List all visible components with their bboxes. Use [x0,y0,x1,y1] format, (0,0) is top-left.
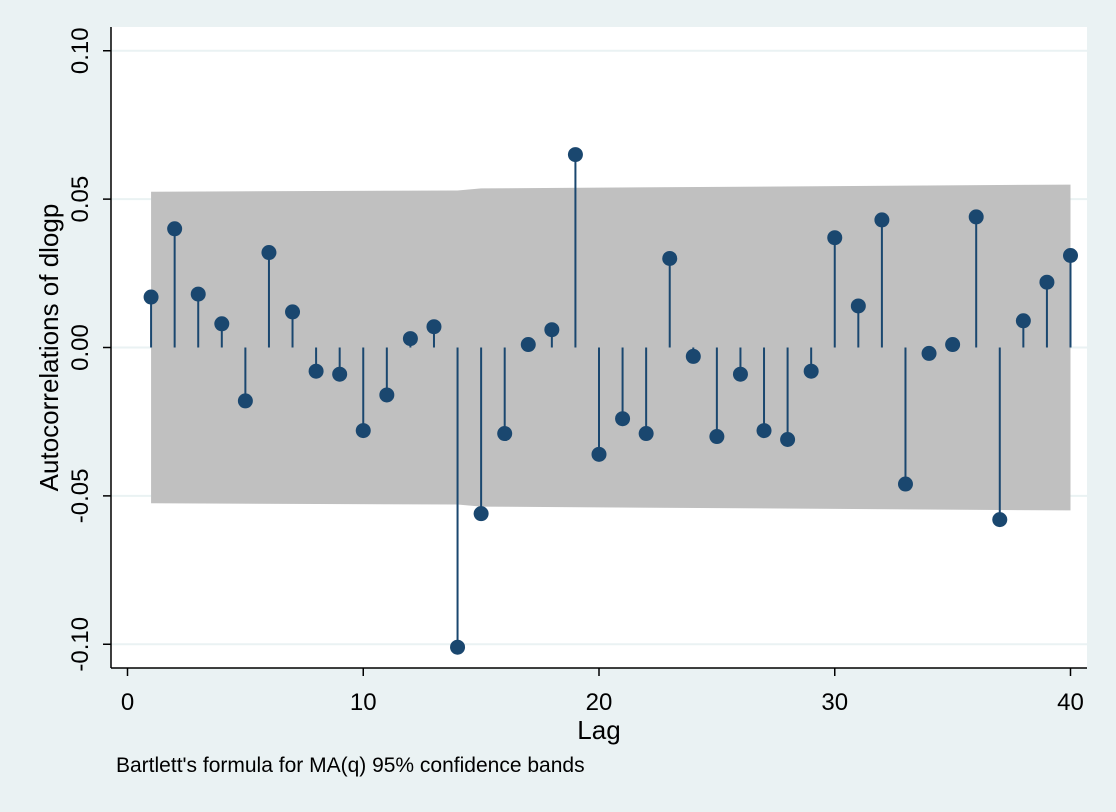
y-tick-label-1: -0.05 [67,469,94,524]
stems [150,154,1072,648]
marker-lag-29 [803,363,819,379]
marker-lag-14 [450,639,466,655]
marker-lag-25 [709,429,725,445]
marker-lag-7 [285,304,301,320]
x-tick-label-3: 30 [821,689,848,716]
marker-lag-1 [143,289,159,305]
marker-lag-40 [1062,248,1078,264]
marker-lag-16 [497,426,513,442]
marker-lag-9 [332,366,348,382]
marker-lag-28 [780,431,796,447]
marker-lag-38 [1015,313,1031,329]
marker-lag-17 [520,337,536,353]
marker-lag-12 [402,331,418,347]
chart-note: Bartlett's formula for MA(q) 95% confide… [116,754,585,777]
marker-lag-6 [261,245,277,261]
marker-lag-18 [544,322,560,338]
x-tick-label-4: 40 [1057,689,1084,716]
x-tick-label-1: 10 [350,689,377,716]
marker-lag-2 [167,221,183,237]
marker-lag-10 [355,423,371,439]
marker-lag-39 [1039,274,1055,290]
marker-lag-8 [308,363,324,379]
marker-lag-5 [237,393,253,409]
y-tick-label-4: 0.10 [67,27,94,74]
y-tick-label-3: 0.05 [67,176,94,223]
marker-lag-27 [756,423,772,439]
marker-lag-30 [827,230,843,246]
marker-lag-37 [992,512,1008,528]
marker-lag-22 [638,426,654,442]
confidence-band [151,184,1071,511]
x-axis-title: Lag [577,715,620,745]
x-tick-label-2: 20 [586,689,613,716]
marker-lag-15 [473,506,489,522]
marker-lag-35 [945,337,961,353]
y-tick-label-0: -0.10 [67,617,94,672]
marker-lag-3 [190,286,206,302]
y-axis-title: Autocorrelations of dlogp [34,204,64,492]
marker-lag-23 [662,250,678,266]
marker-lag-4 [214,316,230,332]
marker-lag-31 [850,298,866,314]
marker-lag-34 [921,345,937,361]
marker-lag-13 [426,319,442,335]
marker-lag-33 [897,476,913,492]
axes: -0.10 -0.05 0.00 0.05 0.10 0 10 20 30 40 [67,27,1087,716]
marker-lag-19 [567,147,583,163]
y-tick-label-2: 0.00 [67,324,94,371]
markers [143,147,1078,655]
marker-lag-21 [615,411,631,427]
marker-lag-11 [379,387,395,403]
marker-lag-24 [685,348,701,364]
x-tick-label-0: 0 [121,689,134,716]
marker-lag-26 [732,366,748,382]
marker-lag-20 [591,446,607,462]
marker-lag-36 [968,209,984,225]
marker-lag-32 [874,212,890,228]
